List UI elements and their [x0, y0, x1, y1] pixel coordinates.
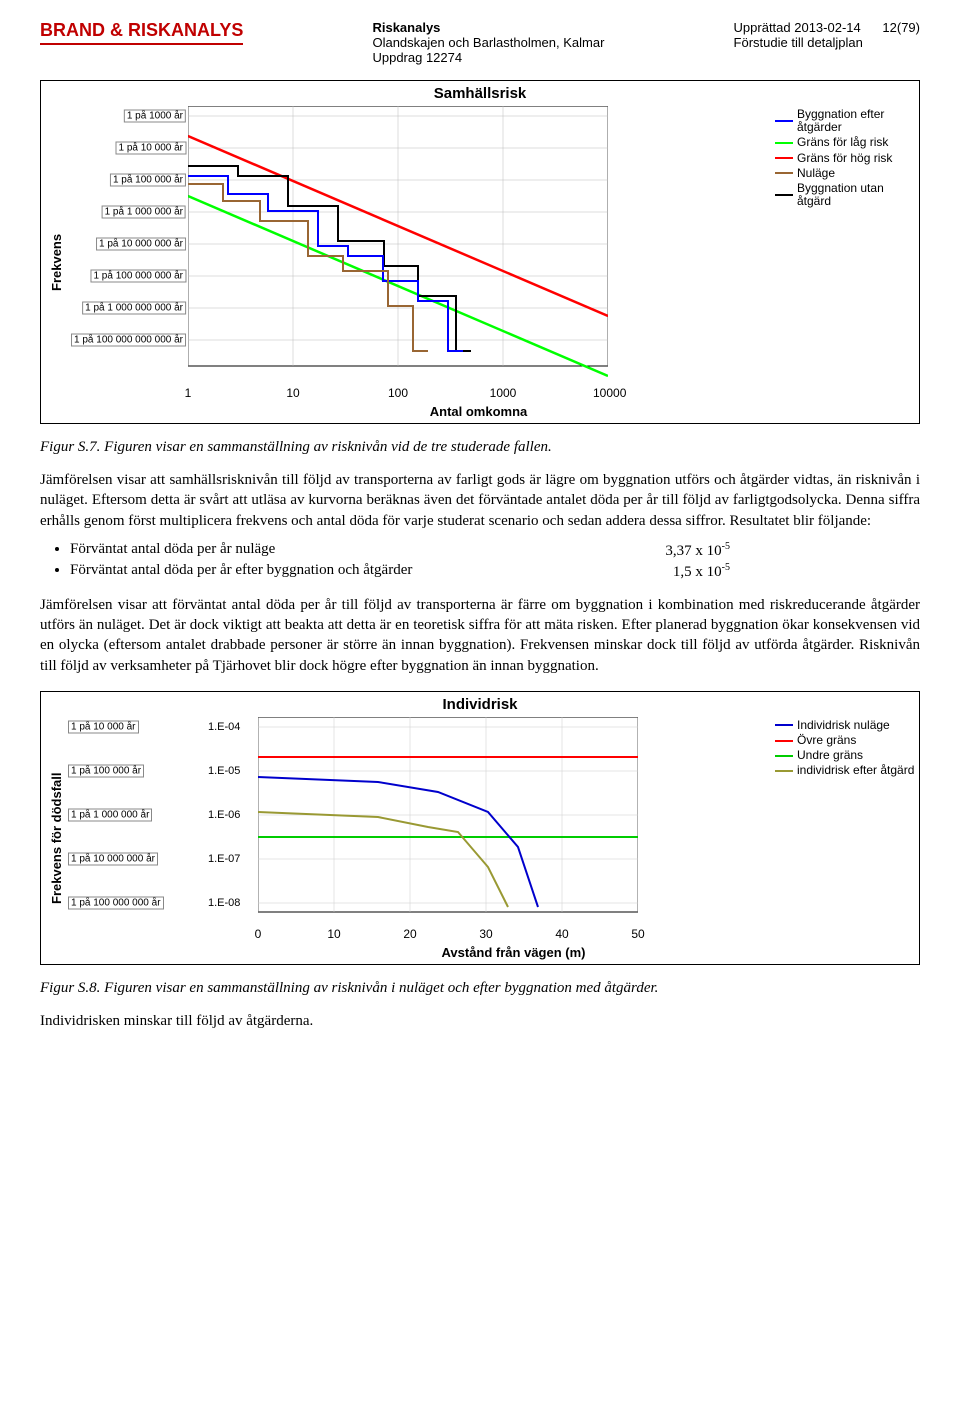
bullet1-val: 3,37 x 10 — [665, 543, 721, 559]
bullet2-exp: -5 — [722, 562, 730, 573]
chart1-ylabel: Frekvens — [45, 106, 68, 419]
legend-item: Nuläge — [775, 167, 915, 180]
chart1-xticks: 110100100010000 — [188, 386, 769, 402]
bullet-1: Förväntat antal döda per år nuläge 3,37 x… — [70, 541, 920, 560]
legend-swatch — [775, 120, 793, 122]
figure-caption-s7: Figur S.7. Figuren visar en sammanställn… — [40, 439, 920, 456]
chart2-xtick: 50 — [628, 927, 648, 941]
figure-caption-s8: Figur S.8. Figuren visar en sammanställn… — [40, 980, 920, 997]
legend-label: Gräns för hög risk — [797, 152, 892, 165]
legend-label: Byggnation efter åtgärder — [797, 108, 915, 134]
chart2-xtick: 40 — [552, 927, 572, 941]
chart1-xtick: 1 — [173, 386, 203, 400]
legend-swatch — [775, 724, 793, 726]
chart1-legend: Byggnation efter åtgärder Gräns för låg r… — [769, 106, 915, 419]
legend-item: Undre gräns — [775, 749, 915, 762]
legend-item: Byggnation utan åtgärd — [775, 182, 915, 208]
bullet-list: Förväntat antal döda per år nuläge 3,37 x… — [40, 541, 920, 581]
chart2-ytick-box: 1 på 100 000 000 år — [68, 896, 164, 909]
legend-swatch — [775, 194, 793, 196]
chart-samhallsrisk: Samhällsrisk Frekvens 1 på 1000 år1 på 1… — [40, 80, 920, 424]
chart2-ytick-area: 1 på 10 000 år 1.E-04 1 på 100 000 år 1.E-0… — [68, 717, 258, 960]
chart2-ytick-val: 1.E-08 — [208, 897, 240, 909]
legend-swatch — [775, 172, 793, 174]
paragraph-3: Individrisken minskar till följd av åtgä… — [40, 1011, 920, 1031]
page-header: BRAND & RISKANALYS Riskanalys Olandskaje… — [40, 20, 920, 65]
chart1-ytick: 1 på 100 000 000 000 år — [71, 334, 186, 347]
chart2-xticks: 01020304050 — [258, 927, 769, 943]
chart2-ytick-val: 1.E-04 — [208, 721, 240, 733]
header-col2: Upprättad 2013-02-14 12(79) Förstudie ti… — [734, 20, 920, 50]
header-sub2: Uppdrag 12274 — [372, 50, 604, 65]
chart-individrisk: Individrisk Frekvens för dödsfall 1 på 1… — [40, 691, 920, 965]
legend-swatch — [775, 740, 793, 742]
chart2-legend: Individrisk nuläge Övre gräns Undre gräns i… — [769, 717, 915, 960]
chart1-ytick: 1 på 1000 år — [124, 110, 186, 123]
header-col1: Riskanalys Olandskajen och Barlastholmen… — [372, 20, 604, 65]
paragraph-1: Jämförelsen visar att samhällsrisknivån … — [40, 470, 920, 531]
chart1-xtick: 1000 — [488, 386, 518, 400]
legend-item: Individrisk nuläge — [775, 719, 915, 732]
chart1-ytick: 1 på 10 000 år — [116, 142, 187, 155]
chart2-plot: 01020304050 Avstånd från vägen (m) — [258, 717, 769, 960]
bullet-2: Förväntat antal döda per år efter byggna… — [70, 562, 920, 581]
legend-swatch — [775, 755, 793, 757]
legend-swatch — [775, 770, 793, 772]
bullet1-label: Förväntat antal döda per år nuläge — [70, 541, 275, 560]
chart2-ytick-box: 1 på 10 000 000 år — [68, 852, 158, 865]
chart1-svg — [188, 106, 608, 386]
chart2-title: Individrisk — [45, 696, 915, 713]
legend-label: individrisk efter åtgärd — [797, 764, 914, 777]
header-stage: Förstudie till detaljplan — [734, 35, 920, 50]
chart2-ytick-box: 1 på 100 000 år — [68, 764, 144, 777]
chart2-ytick-val: 1.E-05 — [208, 765, 240, 777]
chart1-ytick-area: 1 på 1000 år 1 på 10 000 år 1 på 100 000 å… — [68, 106, 188, 419]
legend-item: individrisk efter åtgärd — [775, 764, 915, 777]
chart2-ytick-box: 1 på 10 000 år — [68, 720, 139, 733]
bullet2-label: Förväntat antal döda per år efter byggna… — [70, 562, 412, 581]
chart2-svg — [258, 717, 638, 927]
chart1-xtick: 10000 — [593, 386, 623, 400]
paragraph-2: Jämförelsen visar att förväntat antal dö… — [40, 595, 920, 676]
chart2-ylabel: Frekvens för dödsfall — [45, 717, 68, 960]
legend-label: Gräns för låg risk — [797, 136, 888, 149]
chart2-xtick: 30 — [476, 927, 496, 941]
chart2-xlabel: Avstånd från vägen (m) — [258, 945, 769, 960]
chart1-xtick: 100 — [383, 386, 413, 400]
legend-swatch — [775, 142, 793, 144]
header-date: Upprättad 2013-02-14 — [734, 20, 861, 35]
legend-swatch — [775, 157, 793, 159]
chart2-xtick: 0 — [248, 927, 268, 941]
chart2-xtick: 20 — [400, 927, 420, 941]
chart1-plot: 110100100010000 Antal omkomna — [188, 106, 769, 419]
chart1-ytick: 1 på 100 000 år — [110, 174, 186, 187]
bullet2-val: 1,5 x 10 — [673, 564, 722, 580]
page-number: 12(79) — [882, 20, 920, 35]
logo: BRAND & RISKANALYS — [40, 20, 243, 45]
legend-item: Gräns för låg risk — [775, 136, 915, 149]
chart2-ytick-val: 1.E-07 — [208, 853, 240, 865]
chart2-xtick: 10 — [324, 927, 344, 941]
chart1-xtick: 10 — [278, 386, 308, 400]
legend-label: Nuläge — [797, 167, 835, 180]
legend-item: Byggnation efter åtgärder — [775, 108, 915, 134]
legend-item: Övre gräns — [775, 734, 915, 747]
chart1-ytick: 1 på 1 000 000 år — [102, 206, 186, 219]
legend-label: Individrisk nuläge — [797, 719, 890, 732]
legend-label: Övre gräns — [797, 734, 856, 747]
chart2-ytick-val: 1.E-06 — [208, 809, 240, 821]
bullet1-exp: -5 — [722, 541, 730, 552]
header-sub1: Olandskajen och Barlastholmen, Kalmar — [372, 35, 604, 50]
chart1-ytick: 1 på 100 000 000 år — [90, 270, 186, 283]
header-title: Riskanalys — [372, 20, 604, 35]
chart1-ytick: 1 på 1 000 000 000 år — [82, 302, 186, 315]
chart2-ytick-box: 1 på 1 000 000 år — [68, 808, 152, 821]
legend-label: Undre gräns — [797, 749, 863, 762]
legend-item: Gräns för hög risk — [775, 152, 915, 165]
chart1-ytick: 1 på 10 000 000 år — [96, 238, 186, 251]
chart1-title: Samhällsrisk — [45, 85, 915, 102]
chart1-xlabel: Antal omkomna — [188, 404, 769, 419]
legend-label: Byggnation utan åtgärd — [797, 182, 915, 208]
